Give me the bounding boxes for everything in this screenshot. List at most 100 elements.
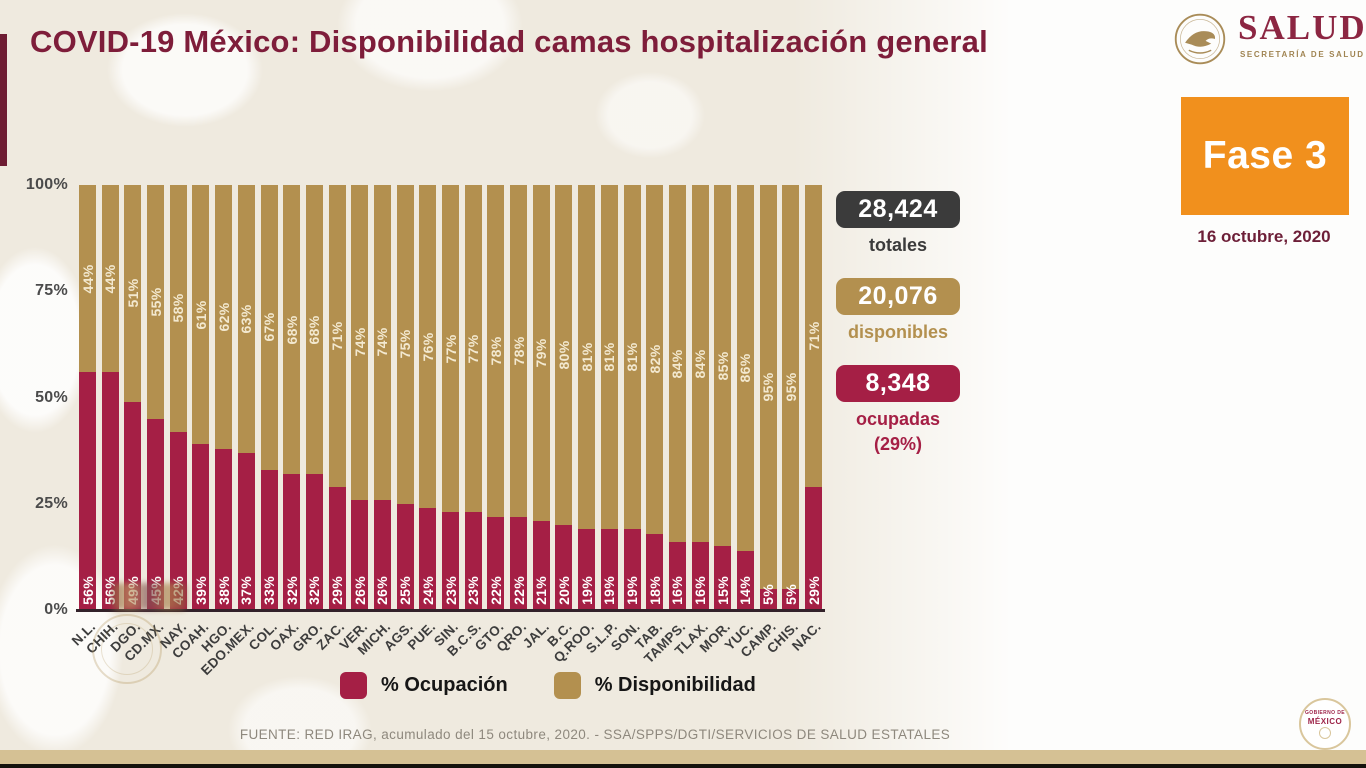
- disponibilidad-value-label: 85%: [714, 351, 731, 381]
- bar-slp: 81% 19% S.L.P.: [583, 185, 620, 656]
- bar-ver: 74% 26% VER.: [337, 185, 370, 653]
- disponibilidad-segment: [283, 185, 301, 474]
- bar-qroo: 81% 19% Q.ROO.: [551, 185, 597, 665]
- disponibilidad-value-label: 62%: [215, 302, 232, 332]
- ocupacion-value-label: 5%: [760, 584, 777, 605]
- disponibilidad-value-label: 86%: [737, 353, 754, 383]
- ocupacion-value-label: 33%: [261, 576, 277, 605]
- ocupacion-segment: [691, 542, 709, 610]
- y-tick: 0%: [44, 601, 68, 618]
- ocupacion-segment: [759, 588, 777, 610]
- y-tick: 50%: [35, 388, 68, 406]
- disponibilidad-segment: [101, 185, 119, 372]
- ocupacion-segment: [124, 401, 142, 610]
- disponibilidad-segment: [805, 185, 822, 487]
- ocupacion-value-label: 32%: [283, 576, 300, 605]
- disponibilidad-value-label: 58%: [170, 293, 187, 323]
- disponibilidad-segment: [555, 185, 573, 525]
- bar-mor: 85% 15% MOR.: [697, 185, 733, 655]
- disponibilidad-legend-label: % Disponibilidad: [594, 674, 756, 696]
- bar-pue: 76% 24% PUE.: [405, 185, 438, 653]
- ocupacion-value-label: 29%: [329, 576, 346, 605]
- disponibles-value-box: 20,076: [836, 278, 960, 315]
- legend-item-ocupacion: % Ocupación: [340, 672, 508, 699]
- ocupacion-segment: [714, 546, 732, 610]
- disponibilidad-value-label: 77%: [465, 334, 482, 364]
- ocupacion-segment: [805, 486, 822, 610]
- disponibilidad-segment: [646, 185, 664, 534]
- title-accent-bar: [0, 34, 7, 166]
- disponibilidad-value-label: 82%: [646, 344, 663, 374]
- ocupacion-segment: [328, 486, 346, 610]
- bar-tlax: 84% 16% TLAX.: [671, 185, 711, 658]
- ocupacion-value-label: 22%: [487, 576, 504, 605]
- disponibilidad-value-label: 81%: [601, 342, 618, 372]
- bar-yuc: 86% 14% YUC.: [722, 185, 756, 653]
- y-tick: 25%: [35, 494, 68, 512]
- disponibilidad-value-label: 84%: [669, 349, 686, 378]
- disponibilidad-value-label: 81%: [624, 342, 640, 372]
- disponibilidad-segment: [510, 185, 528, 517]
- disponibilidad-segment: [578, 185, 596, 530]
- disponibilidad-value-label: 71%: [805, 321, 822, 351]
- disponibilidad-segment: [260, 185, 278, 470]
- disponibilidad-value-label: 75%: [397, 329, 414, 359]
- disponibilidad-segment: [124, 185, 142, 402]
- bar-col: 67% 33% COL.: [245, 185, 280, 653]
- watermark-figures: [112, 583, 186, 610]
- page-title: COVID-19 México: Disponibilidad camas ho…: [30, 24, 988, 59]
- ocupacion-value-label: 23%: [465, 576, 482, 605]
- ocupacion-segment: [442, 512, 459, 610]
- bar-qro: 78% 22% QRO.: [493, 185, 529, 655]
- bar-camp: 95% 5% CAMP.: [738, 185, 779, 660]
- date-label: 16 octubre, 2020: [1197, 227, 1331, 246]
- seal-line1: GOBIERNO DE: [1305, 709, 1345, 716]
- bar-sin: 77% 23% SIN.: [431, 185, 461, 649]
- ocupacion-segment: [464, 512, 482, 610]
- disponibilidad-segment: [419, 185, 437, 508]
- disponibilidad-value-label: 71%: [329, 321, 346, 351]
- ocupacion-segment: [623, 529, 641, 610]
- y-tick: 100%: [25, 176, 68, 193]
- ocupacion-segment: [260, 469, 278, 610]
- ocupacion-value-label: 21%: [533, 576, 550, 605]
- seal-emblem-icon: [1319, 726, 1331, 739]
- disponibilidad-segment: [328, 185, 346, 487]
- ocupacion-value-label: 19%: [578, 576, 595, 605]
- disponibilidad-value-label: 79%: [533, 338, 550, 368]
- disponibilidad-value-label: 81%: [578, 342, 595, 372]
- bar-chis: 95% 5% CHIS.: [764, 185, 801, 656]
- ocupacion-segment: [396, 503, 414, 610]
- ocupacion-segment: [646, 533, 664, 610]
- ocupacion-value-label: 23%: [442, 576, 459, 605]
- disponibilidad-segment: [623, 185, 641, 530]
- ocupacion-segment: [305, 474, 323, 610]
- ocupacion-value-label: 19%: [601, 576, 618, 605]
- disponibilidad-value-label: 78%: [487, 336, 504, 366]
- ocupadas-label: ocupadas: [855, 409, 941, 429]
- disponibilidad-segment: [668, 185, 686, 542]
- stat-ocupadas: 8,348 ocupadas (29%): [836, 365, 960, 455]
- disponibilidad-value-label: 67%: [261, 312, 277, 342]
- ocupacion-value-label: 20%: [555, 576, 572, 605]
- bar-chih: 44% 56% CHIH.: [83, 185, 121, 657]
- bed-availability-chart: 44%56%N.L.44%56%CHIH.51%49%DGO.55%45%CD.…: [69, 185, 824, 678]
- disponibilidad-value-label: 68%: [306, 315, 323, 344]
- disponibilidad-value-label: 68%: [283, 315, 300, 344]
- ocupacion-value-label: 18%: [646, 576, 663, 605]
- bar-tamps: 84% 16% TAMPS.: [641, 185, 688, 666]
- y-tick: 75%: [35, 282, 68, 300]
- ocupacion-segment: [782, 588, 800, 610]
- disponibilidad-value-label: 78%: [510, 336, 527, 366]
- totales-value-box: 28,424: [836, 191, 960, 228]
- ocupacion-segment: [147, 418, 165, 610]
- disponibilidad-swatch-icon: [553, 672, 581, 699]
- salud-logo: SALUD SECRETARÍA DE SALUD: [1172, 10, 1366, 68]
- bar-oax: 68% 32% OAX.: [267, 185, 302, 654]
- ocupacion-legend-label: % Ocupación: [381, 674, 508, 696]
- disponibilidad-value-label: 63%: [238, 304, 255, 334]
- disponibilidad-segment: [532, 185, 550, 521]
- bottom-edge: [0, 764, 1366, 768]
- ocupadas-value-box: 8,348: [836, 365, 960, 402]
